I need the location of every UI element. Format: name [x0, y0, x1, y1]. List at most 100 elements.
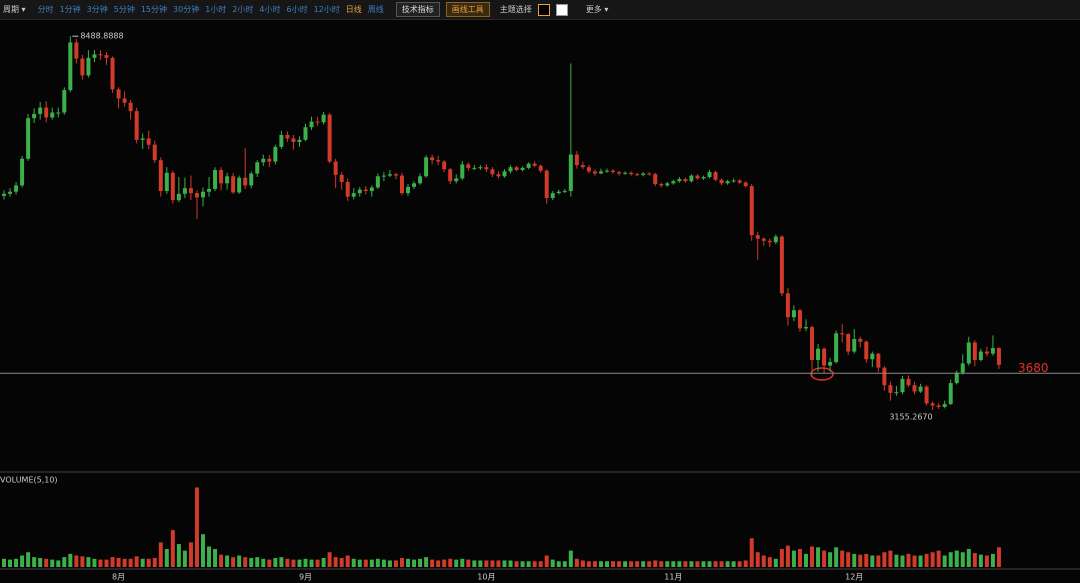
candle-body: [846, 334, 851, 352]
more-menu[interactable]: 更多 ▾: [585, 5, 609, 14]
candle-body: [677, 179, 682, 182]
candle-body: [785, 293, 790, 318]
volume-bar: [514, 561, 519, 567]
candle-body: [315, 121, 320, 123]
candle-body: [924, 386, 929, 404]
candle-body: [617, 172, 622, 174]
candle-body: [219, 170, 224, 184]
volume-bar: [339, 557, 344, 567]
candle-body: [309, 121, 314, 128]
candle-body: [387, 174, 392, 176]
volume-bar: [592, 561, 597, 567]
theme-light[interactable]: [555, 3, 568, 16]
candle-body: [128, 102, 133, 112]
volume-bar: [767, 557, 772, 567]
interval-option[interactable]: 12小时: [313, 5, 340, 14]
reference-label: 3680: [1018, 361, 1049, 375]
candle-body: [671, 181, 676, 184]
interval-option[interactable]: 6小时: [286, 5, 308, 14]
volume-bar: [876, 555, 881, 567]
volume-bar: [761, 555, 766, 567]
volume-bar: [695, 561, 700, 567]
interval-option[interactable]: 2小时: [232, 5, 254, 14]
volume-bar: [822, 550, 827, 567]
volume-bar: [219, 554, 224, 567]
volume-bar: [237, 555, 242, 567]
volume-bar: [828, 552, 833, 567]
candle-body: [86, 57, 91, 76]
candle-body: [490, 169, 495, 175]
candle-body: [194, 193, 199, 198]
period-menu[interactable]: 周期 ▾: [3, 5, 26, 14]
candle-body: [972, 342, 977, 360]
volume-bar: [164, 548, 169, 567]
volume-bar: [834, 547, 839, 567]
candle-body: [496, 174, 501, 177]
volume-bar: [713, 561, 718, 567]
theme-dark[interactable]: [537, 3, 550, 16]
volume-bar: [285, 558, 290, 567]
interval-option[interactable]: 3分钟: [86, 5, 108, 14]
candle-body: [767, 240, 772, 243]
indicators-button[interactable]: 技术指标: [395, 2, 440, 17]
candle-body: [393, 174, 398, 176]
volume-bar: [98, 559, 103, 567]
interval-option[interactable]: 4小时: [259, 5, 281, 14]
volume-bar: [327, 552, 332, 567]
candle-body: [629, 172, 634, 175]
candle-body: [574, 154, 579, 166]
volume-bar: [176, 544, 181, 567]
candle-body: [592, 171, 597, 174]
volume-bar: [466, 559, 471, 567]
candle-body: [38, 107, 43, 114]
drawing-tools-button[interactable]: 画线工具: [445, 2, 490, 17]
volume-bar: [725, 561, 730, 567]
volume-bar: [424, 557, 429, 567]
interval-option[interactable]: 分时: [37, 5, 54, 14]
volume-bar: [665, 561, 670, 567]
interval-option[interactable]: 周线: [367, 5, 384, 14]
volume-bar: [689, 561, 694, 567]
candle-body: [761, 238, 766, 241]
volume-bar: [870, 555, 875, 567]
candle-body: [327, 114, 332, 162]
candle-body: [98, 54, 103, 56]
candle-body: [689, 175, 694, 182]
candle-body: [713, 172, 718, 180]
volume-bar: [38, 557, 43, 567]
candle-body: [936, 405, 941, 407]
volume-bar: [641, 561, 646, 567]
volume-bar: [490, 560, 495, 567]
candle-body: [333, 161, 338, 175]
volume-bar: [611, 561, 616, 567]
volume-bar: [152, 557, 157, 567]
volume-bar: [291, 559, 296, 567]
volume-bar: [74, 555, 79, 567]
interval-option[interactable]: 1小时: [205, 5, 227, 14]
candle-body: [2, 193, 6, 196]
candle-body: [882, 367, 887, 386]
volume-bar: [243, 557, 248, 567]
interval-option[interactable]: 日线: [345, 5, 362, 14]
volume-bar: [532, 561, 537, 567]
volume-bar: [743, 560, 748, 567]
volume-bar: [110, 557, 115, 567]
interval-option[interactable]: 5分钟: [113, 5, 135, 14]
candle-body: [725, 181, 730, 184]
high-label: 8488.8888: [80, 32, 123, 41]
candle-body: [225, 176, 230, 184]
candle-body: [448, 169, 453, 182]
x-tick-label: 8月: [112, 573, 125, 582]
interval-option[interactable]: 1分钟: [59, 5, 81, 14]
interval-option[interactable]: 30分钟: [173, 5, 200, 14]
candle-body: [430, 157, 435, 161]
volume-bar: [550, 559, 555, 567]
interval-option[interactable]: 15分钟: [140, 5, 168, 14]
candle-body: [605, 170, 609, 172]
volume-label: VOLUME(5,10): [0, 476, 58, 485]
volume-bar: [44, 558, 49, 567]
candle-body: [213, 170, 218, 189]
theme-label: 主题选择: [499, 5, 532, 14]
volume-bar: [749, 538, 754, 567]
candle-body: [261, 158, 266, 163]
